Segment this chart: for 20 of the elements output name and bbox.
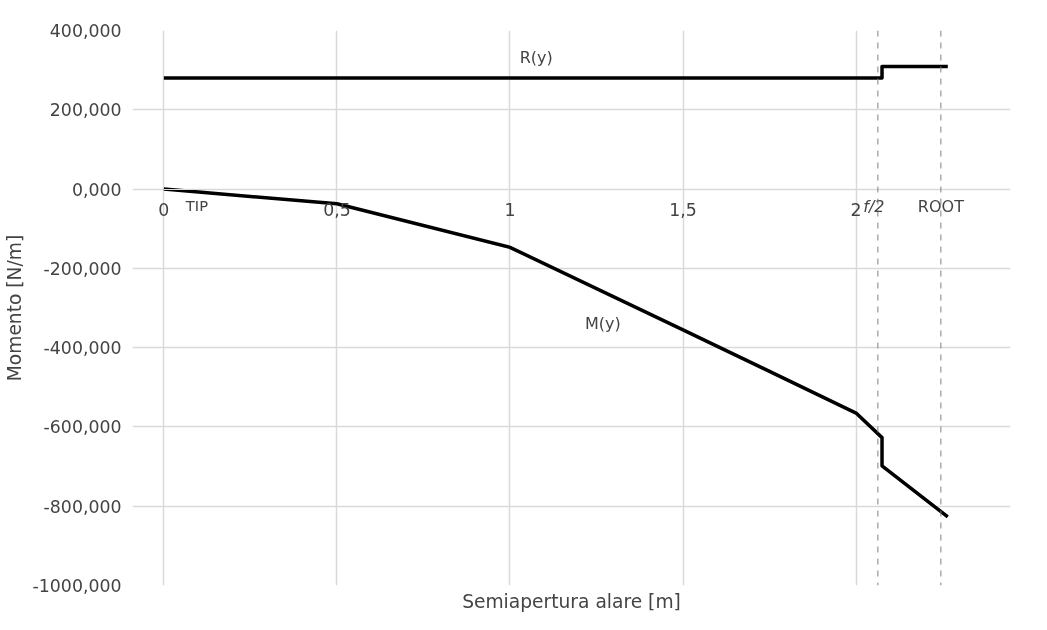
y-tick-label: -400,000	[43, 338, 122, 359]
x-tick-label: 1	[504, 200, 516, 221]
y-tick-label: 400,000	[49, 21, 122, 41]
x-tick-label: 1,5	[669, 200, 697, 221]
series-label: R(y)	[519, 47, 553, 67]
annotation: TIP	[184, 197, 209, 215]
y-tick-label: -1000,000	[32, 576, 122, 596]
y-tick-label: -200,000	[43, 258, 122, 279]
x-tick-label: 0,5	[323, 200, 351, 221]
x-tick-label: 0	[158, 200, 170, 221]
y-axis-title: Momento [N/m]	[3, 234, 25, 382]
x-tick-label: 2	[850, 200, 862, 221]
ref-line-label: f/2	[863, 197, 885, 217]
y-tick-label: 0,000	[71, 179, 122, 200]
ref-line-label: ROOT	[917, 197, 965, 217]
x-axis-title: Semiapertura alare [m]	[462, 590, 681, 612]
y-tick-label: -800,000	[43, 496, 122, 517]
y-tick-label: 200,000	[49, 100, 122, 121]
series-label: M(y)	[584, 313, 621, 333]
y-tick-label: -600,000	[43, 417, 122, 438]
